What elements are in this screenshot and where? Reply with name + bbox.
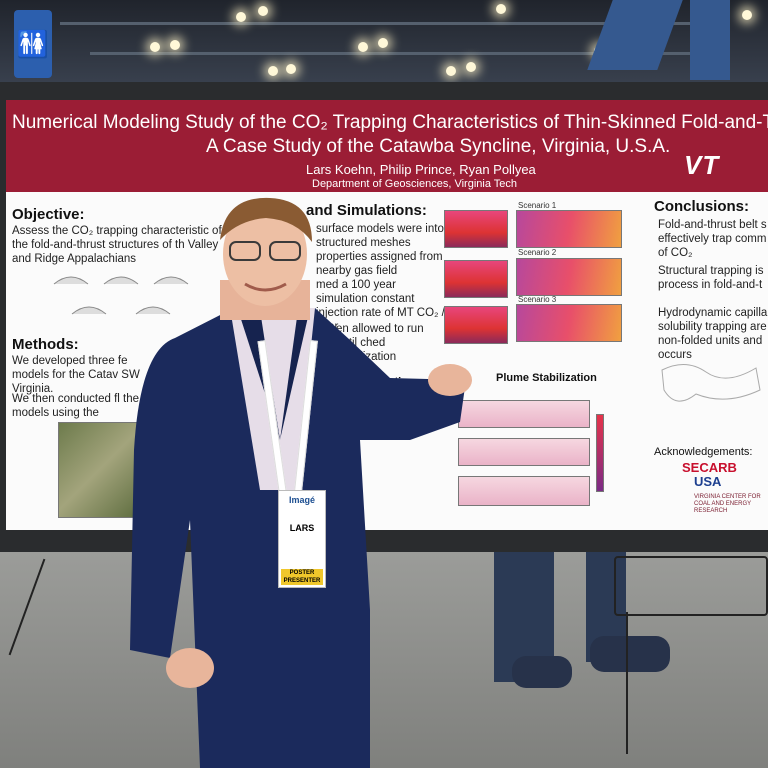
shoe	[590, 636, 670, 672]
ceiling	[0, 0, 768, 95]
scenario-label: Scenario 1	[518, 201, 557, 210]
ceiling-light	[268, 66, 278, 76]
badge-event: Imagé	[288, 495, 315, 505]
poster-title-line1: Numerical Modeling Study of the CO₂ Trap…	[12, 112, 768, 133]
conclusion-item: Fold-and-thrust belt s effectively trap …	[658, 219, 767, 259]
ceiling-light	[496, 4, 506, 14]
mesh-thumbnail	[444, 260, 508, 298]
ceiling-light	[466, 62, 476, 72]
methods-text1: We developed three fe models for the Cat…	[12, 355, 140, 395]
scenario-model	[516, 258, 622, 296]
methods-text2: We then conducted fl the models using th…	[12, 393, 140, 419]
scenario-label: Scenario 3	[518, 295, 557, 304]
scenario-model	[516, 210, 622, 248]
mesh-thumbnail	[444, 210, 508, 248]
conclusions-heading: Conclusions:	[654, 198, 750, 215]
poster-title-line2: A Case Study of the Catawba Syncline, Vi…	[206, 136, 671, 157]
blue-pillar	[690, 0, 730, 80]
colorbar	[596, 414, 604, 492]
objective-text: Assess the CO₂ trapping characteristic o…	[12, 225, 222, 265]
ceiling-light	[742, 10, 752, 20]
ceiling-light	[258, 6, 268, 16]
ceiling-light	[286, 64, 296, 74]
plume-model	[458, 438, 590, 466]
vccer-logo-text: VIRGINIA CENTER FOR COAL AND ENERGY RESE…	[694, 494, 761, 514]
secarb-usa: USA	[694, 474, 722, 489]
conclusion-item: Hydrodynamic capilla solubility trapping…	[658, 307, 768, 361]
plume-model	[458, 476, 590, 506]
simulations-text1: surface models were into structured mesh…	[316, 223, 444, 277]
blue-pillar	[587, 0, 683, 70]
poster-department: Department of Geosciences, Virginia Tech	[312, 178, 518, 190]
poster: Numerical Modeling Study of the CO₂ Trap…	[6, 100, 768, 530]
shoe	[512, 656, 572, 688]
mesh-thumbnail	[444, 306, 508, 344]
fold-diagrams	[53, 276, 189, 315]
plume-model	[458, 400, 590, 428]
ack-heading: Acknowledgements:	[654, 446, 753, 458]
chair-leg	[626, 612, 628, 754]
scenario-model	[516, 304, 622, 342]
ceiling-light	[236, 12, 246, 22]
world-map	[661, 364, 761, 402]
objective-heading: Objective:	[12, 206, 85, 223]
poster-authors: Lars Koehn, Philip Prince, Ryan Pollyea	[306, 162, 536, 177]
name-badge: Imagé LARS POSTER PRESENTER	[278, 490, 326, 588]
ceiling-truss	[90, 52, 690, 55]
restroom-sign: 🚻	[14, 10, 52, 78]
poster-banner: Numerical Modeling Study of the CO₂ Trap…	[6, 100, 768, 192]
simulations-heading: and Simulations:	[306, 202, 427, 219]
badge-role: POSTER PRESENTER	[281, 569, 323, 585]
scenario-label: Scenario 2	[518, 248, 557, 257]
ceiling-light	[378, 38, 388, 48]
badge-name: LARS	[289, 523, 315, 533]
plume-heading: Plume Stabilization	[496, 372, 597, 384]
secarb-logo: SECARB	[682, 460, 737, 475]
ceiling-light	[446, 66, 456, 76]
conclusion-item: Structural trapping is process in fold-a…	[658, 265, 764, 291]
simulations-text2: med a 100 year simulation constant injec…	[316, 279, 445, 333]
ceiling-truss	[60, 22, 700, 25]
ceiling-light	[358, 42, 368, 52]
methods-heading: Methods:	[12, 336, 79, 353]
ceiling-light	[150, 42, 160, 52]
ceiling-light	[170, 40, 180, 50]
chair	[614, 556, 768, 616]
vt-logo: VT	[684, 150, 720, 180]
presenter	[130, 197, 472, 768]
